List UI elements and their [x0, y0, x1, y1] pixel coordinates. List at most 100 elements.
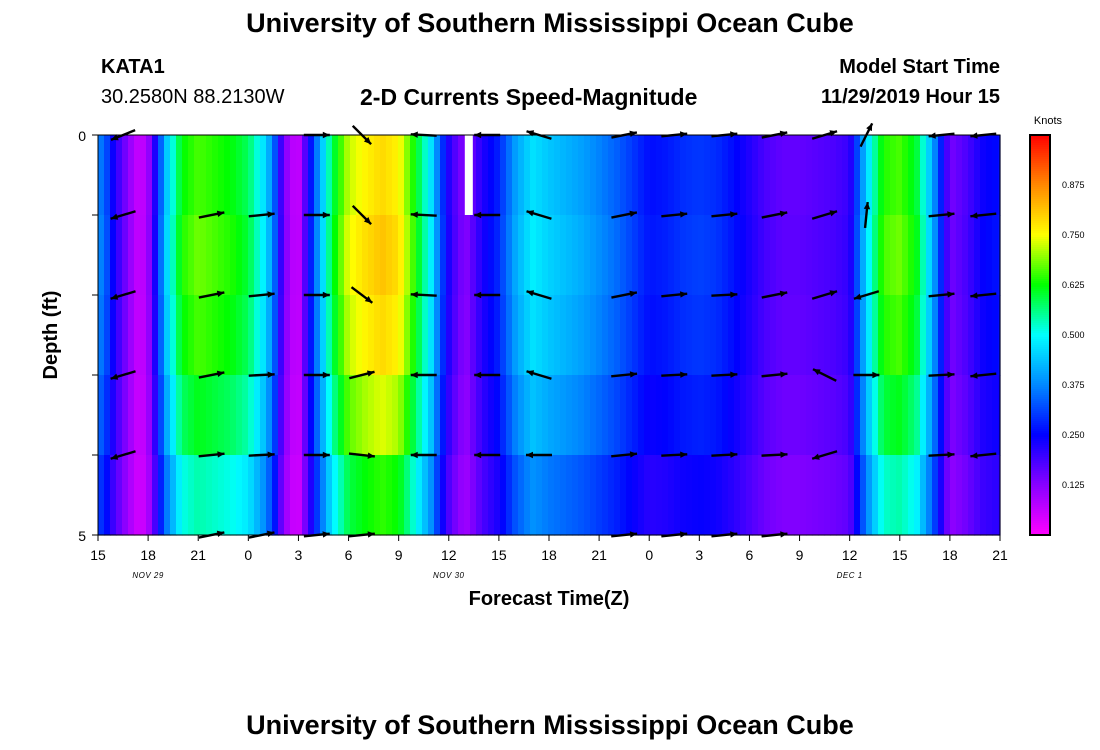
heatmap-cell [998, 375, 1001, 456]
heatmap-cell [836, 135, 843, 216]
heatmap-cell [848, 375, 855, 456]
heatmap-cell [542, 375, 549, 456]
heatmap-cell [920, 215, 927, 296]
heatmap-cell [674, 295, 681, 376]
chart-title: 2-D Currents Speed-Magnitude [360, 84, 698, 110]
heatmap-cell [770, 295, 777, 376]
current-arrowhead [970, 292, 978, 299]
heatmap-cell [290, 135, 297, 216]
colorbar-segment [1030, 323, 1050, 326]
heatmap-cell [350, 135, 357, 216]
heatmap-cell [584, 215, 591, 296]
current-arrowhead [970, 452, 978, 459]
heatmap-cell [104, 215, 111, 296]
colorbar-segment [1030, 279, 1050, 282]
colorbar-segment [1030, 499, 1050, 502]
heatmap-cell [500, 215, 507, 296]
heatmap-cell [266, 455, 273, 536]
heatmap-cell [572, 375, 579, 456]
colorbar-segment [1030, 169, 1050, 172]
heatmap-cell [686, 215, 693, 296]
heatmap-cell [140, 455, 147, 536]
heatmap-cell [368, 455, 375, 536]
heatmap-cell [608, 135, 615, 216]
heatmap-cell [176, 295, 183, 376]
heatmap-cell [440, 215, 447, 296]
colorbar-segment [1030, 437, 1050, 440]
heatmap-cell [740, 375, 747, 456]
heatmap-cell [926, 135, 933, 216]
heatmap-cell [590, 295, 597, 376]
colorbar-segment [1030, 227, 1050, 230]
heatmap-cell [692, 215, 699, 296]
heatmap-cell [650, 135, 657, 216]
heatmap-cell [770, 455, 777, 536]
heatmap-cell [824, 135, 831, 216]
heatmap-cell [98, 215, 105, 296]
heatmap-cell [764, 375, 771, 456]
heatmap-cell [344, 375, 351, 456]
heatmap-cell [494, 135, 501, 216]
colorbar-segment [1030, 269, 1050, 272]
heatmap-cell [956, 215, 963, 296]
heatmap-cell [746, 455, 753, 536]
heatmap-cell [434, 455, 441, 536]
heatmap-cell [608, 455, 615, 536]
heatmap-cell [380, 295, 387, 376]
colorbar-segment [1030, 157, 1050, 160]
heatmap-cell [284, 135, 291, 216]
heatmap-cell [464, 295, 471, 376]
heatmap-cell [776, 375, 783, 456]
colorbar-segment [1030, 203, 1050, 206]
colorbar-segment [1030, 281, 1050, 284]
heatmap-cell [962, 295, 969, 376]
heatmap-cell [344, 455, 351, 536]
heatmap-cell [128, 295, 135, 376]
heatmap-cell [230, 375, 237, 456]
heatmap-cell [374, 135, 381, 216]
heatmap-cell [608, 295, 615, 376]
heatmap-cell [698, 295, 705, 376]
heatmap-cell [638, 215, 645, 296]
colorbar-segment [1030, 389, 1050, 392]
current-arrowhead [970, 212, 978, 219]
heatmap-cell [212, 455, 219, 536]
heatmap-cell [536, 295, 543, 376]
colorbar-segment [1030, 155, 1050, 158]
colorbar-segment [1030, 217, 1050, 220]
heatmap-cell [596, 375, 603, 456]
colorbar-segment [1030, 435, 1050, 438]
heatmap-cell [596, 135, 603, 216]
heatmap-cell [380, 135, 387, 216]
heatmap-cell [806, 215, 813, 296]
heatmap-cell [488, 375, 495, 456]
heatmap-cell [314, 455, 321, 536]
current-arrowhead [730, 291, 738, 298]
heatmap-cell [530, 375, 537, 456]
colorbar-segment [1030, 445, 1050, 448]
heatmap-cell [824, 295, 831, 376]
colorbar-segment [1030, 475, 1050, 478]
colorbar-tick-label: 0.250 [1062, 430, 1085, 440]
heatmap-cell [704, 135, 711, 216]
colorbar-segment [1030, 165, 1050, 168]
heatmap-cell [674, 375, 681, 456]
heatmap-cell [560, 295, 567, 376]
heatmap-cell [590, 135, 597, 216]
heatmap-cell [458, 455, 465, 536]
heatmap-cell [122, 135, 129, 216]
heatmap-cell [872, 135, 879, 216]
heatmap-cell [950, 135, 957, 216]
heatmap-cell [620, 375, 627, 456]
heatmap-cell [626, 135, 633, 216]
heatmap-cell [680, 215, 687, 296]
heatmap-cell [734, 135, 741, 216]
x-tick-label: 9 [395, 547, 403, 563]
colorbar-segment [1030, 425, 1050, 428]
heatmap-cell [614, 455, 621, 536]
current-arrowhead [872, 371, 880, 379]
heatmap-cell [662, 455, 669, 536]
current-arrowhead [829, 290, 838, 297]
colorbar-segment [1030, 367, 1050, 370]
heatmap-cell [470, 375, 477, 456]
